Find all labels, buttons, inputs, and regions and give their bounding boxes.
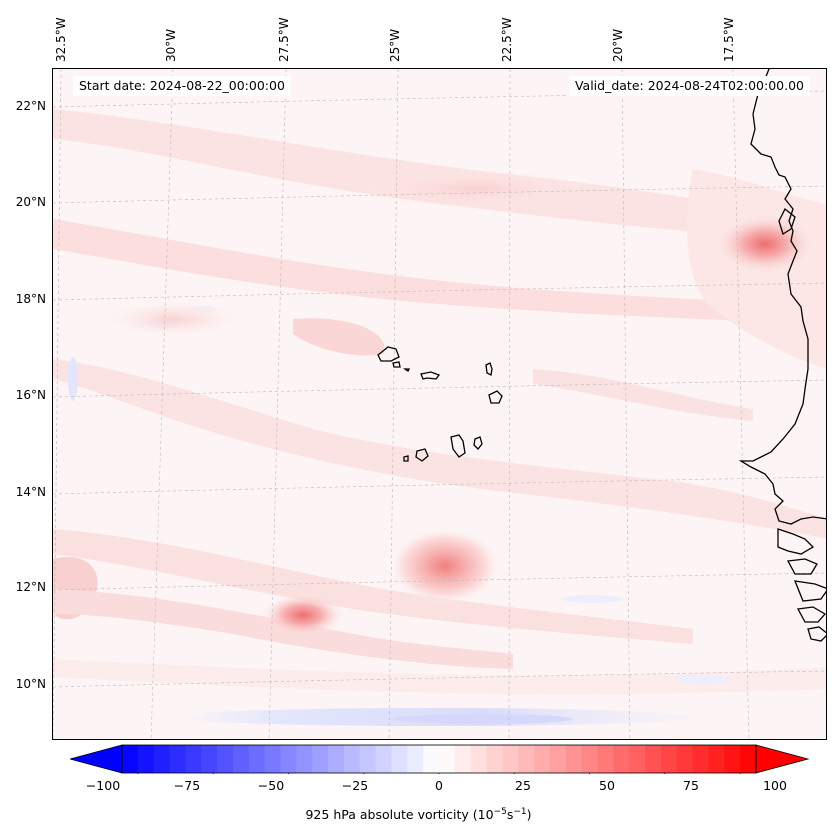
colorbar-cell xyxy=(343,745,361,773)
colorbar-tick-neg75: −75 xyxy=(173,778,201,793)
colorbar-cell xyxy=(185,745,202,773)
island-maio xyxy=(473,436,483,450)
lon-label-32-5w: 32.5°W xyxy=(54,17,68,62)
island-brava xyxy=(403,455,409,462)
colorbar-cell xyxy=(486,745,503,773)
colorbar-cell xyxy=(549,745,567,773)
colorbar-cell xyxy=(660,745,678,773)
lon-label-22-5w: 22.5°W xyxy=(500,17,514,62)
colorbar-cell xyxy=(312,745,329,773)
colorbar-cell xyxy=(708,745,725,773)
colorbar-cell xyxy=(518,745,535,773)
island-santiago xyxy=(450,434,466,458)
colorbar-tick-100: 100 xyxy=(763,778,787,793)
colorbar-cell xyxy=(613,745,630,773)
colorbar-cell xyxy=(439,745,456,773)
graticule xyxy=(53,69,826,739)
colorbar xyxy=(70,744,810,774)
island-sao-nicolau xyxy=(420,371,441,380)
lat-label-18n: 18°N xyxy=(15,292,46,306)
vorticity-field xyxy=(53,69,826,739)
colorbar-cell xyxy=(391,745,408,773)
colorbar-cell xyxy=(153,745,171,773)
colorbar-cell xyxy=(217,745,234,773)
map-canvas xyxy=(53,69,826,739)
lat-label-12n: 12°N xyxy=(15,580,46,594)
lon-label-27-5w: 27.5°W xyxy=(277,17,291,62)
colorbar-tick-50: 50 xyxy=(599,778,615,793)
colorbar-tick-neg100: −100 xyxy=(85,778,121,793)
colorbar-cell xyxy=(629,745,646,773)
colorbar-cell xyxy=(248,745,266,773)
island-santo-antao xyxy=(377,346,400,362)
colorbar-cell xyxy=(692,745,709,773)
colorbar-tick-neg25: −25 xyxy=(341,778,369,793)
colorbar-cell xyxy=(375,745,392,773)
colorbar-cell xyxy=(454,745,472,773)
colorbar-cell xyxy=(676,745,694,773)
colorbar-cell xyxy=(296,745,313,773)
vorticity-map[interactable] xyxy=(52,68,827,740)
colorbar-cell xyxy=(597,745,614,773)
colorbar-cell xyxy=(423,745,440,773)
coastlines xyxy=(377,69,826,642)
colorbar-cell xyxy=(280,745,297,773)
lon-label-25w: 25°W xyxy=(388,28,402,62)
lat-label-20n: 20°N xyxy=(15,195,46,209)
colorbar-cell xyxy=(724,745,741,773)
colorbar-cell xyxy=(502,745,519,773)
lon-label-20w: 20°W xyxy=(611,28,625,62)
vortex-maximum-southwest xyxy=(261,593,345,637)
start-date-label: Start date: 2024-08-22_00:00:00 xyxy=(73,76,291,96)
lon-label-30w: 30°W xyxy=(164,28,178,62)
valid-date-label: Valid_date: 2024-08-24T02:00:00.00 xyxy=(568,76,810,96)
colorbar-cell xyxy=(645,745,662,773)
colorbar-cell xyxy=(137,745,155,773)
island-fogo xyxy=(415,448,429,462)
island-sal xyxy=(485,362,493,376)
colorbar-cell xyxy=(169,745,186,773)
island-boa-vista xyxy=(488,390,503,404)
colorbar-cell xyxy=(122,745,139,773)
colorbar-max-extension xyxy=(755,744,810,774)
lat-label-14n: 14°N xyxy=(15,485,46,499)
lat-label-22n: 22°N xyxy=(15,99,46,113)
vortex-maximum-central xyxy=(390,528,500,604)
colorbar-cell xyxy=(201,745,218,773)
colorbar-cell xyxy=(740,745,757,773)
colorbar-cell xyxy=(264,745,281,773)
colorbar-cell xyxy=(359,745,377,773)
colorbar-cell xyxy=(328,745,345,773)
lat-label-10n: 10°N xyxy=(15,677,46,691)
lat-label-16n: 16°N xyxy=(15,388,46,402)
colorbar-min-extension xyxy=(70,744,123,774)
colorbar-cell xyxy=(565,745,583,773)
colorbar-cell xyxy=(232,745,250,773)
vortex-maximum-northeast xyxy=(715,214,815,274)
colorbar-cell xyxy=(470,745,488,773)
colorbar-tick-75: 75 xyxy=(683,778,699,793)
colorbar-label: 925 hPa absolute vorticity (10−5s−1) xyxy=(305,807,532,823)
colorbar-tick-25: 25 xyxy=(515,778,531,793)
colorbar-cell xyxy=(407,745,424,773)
lon-label-17-5w: 17.5°W xyxy=(722,17,736,62)
colorbar-tick-neg50: −50 xyxy=(257,778,285,793)
colorbar-cell xyxy=(581,745,598,773)
colorbar-cell xyxy=(534,745,551,773)
island-sao-vicente xyxy=(392,361,401,368)
colorbar-tick-0: 0 xyxy=(435,778,443,793)
